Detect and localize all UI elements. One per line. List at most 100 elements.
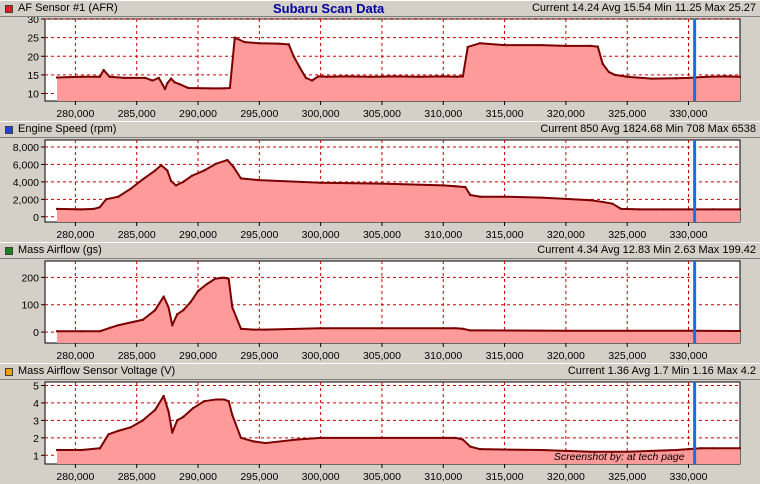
data-point [203, 169, 206, 172]
data-point [461, 327, 464, 330]
y-tick-label: 4,000 [13, 177, 39, 189]
plot-area[interactable]: 0 2,000 4,000 6,000 8,000 280,000 285,000 290,0… [0, 138, 760, 242]
x-tick-label: 295,000 [240, 350, 278, 362]
x-tick-label: 290,000 [179, 229, 217, 241]
data-point [724, 75, 727, 78]
x-tick-label: 315,000 [486, 350, 524, 362]
x-tick-label: 285,000 [118, 229, 156, 241]
x-tick-label: 290,000 [179, 350, 217, 362]
x-tick-label: 320,000 [547, 229, 585, 241]
x-tick-label: 300,000 [302, 471, 340, 483]
data-point [596, 45, 599, 48]
data-point [739, 329, 741, 332]
data-point [162, 394, 165, 397]
data-point [178, 83, 181, 86]
y-tick-label: 100 [21, 300, 39, 312]
y-tick-label: 20 [27, 51, 39, 63]
y-tick-label: 0 [33, 327, 39, 339]
data-point [157, 76, 160, 79]
plot-area[interactable]: 10 15 20 25 30 280,000 285,000 290,000 295,000 30… [0, 17, 760, 121]
data-point [705, 75, 708, 78]
data-point [108, 75, 111, 78]
data-point [129, 321, 132, 324]
data-point [222, 398, 225, 401]
data-point [105, 198, 108, 201]
data-point [393, 75, 396, 78]
panel-header: Engine Speed (rpm) Current 850 Avg 1824.… [0, 121, 760, 138]
data-point [123, 76, 126, 79]
x-tick-label: 300,000 [302, 229, 340, 241]
data-point [190, 174, 193, 177]
data-point [479, 448, 482, 451]
data-point [239, 436, 242, 439]
data-point [252, 328, 255, 331]
data-point [102, 69, 105, 72]
data-point [174, 184, 177, 187]
data-point [144, 76, 147, 79]
y-tick-label: 2 [33, 433, 39, 445]
data-point [189, 301, 192, 303]
x-tick-label: 295,000 [240, 108, 278, 120]
x-tick-label: 280,000 [56, 229, 94, 241]
data-point [187, 86, 190, 89]
x-tick-label: 330,000 [670, 108, 708, 120]
panel-maf-voltage: Mass Airflow Sensor Voltage (V) Current … [0, 363, 760, 484]
data-point [56, 330, 58, 333]
series-color-swatch [5, 126, 13, 134]
data-point [601, 62, 604, 65]
data-point [739, 447, 741, 450]
data-point [589, 44, 592, 47]
data-point [589, 450, 592, 453]
data-point [380, 182, 383, 185]
data-point [479, 195, 482, 198]
data-point [638, 208, 641, 211]
data-point [540, 196, 543, 199]
data-point [325, 75, 328, 78]
data-point [129, 187, 132, 190]
chart-title: Subaru Scan Data [273, 1, 385, 16]
data-point [108, 326, 111, 329]
panel-header: Mass Airflow (gs) Current 4.34 Avg 12.83… [0, 242, 760, 259]
data-point [276, 42, 279, 45]
y-tick-label: 8,000 [13, 142, 39, 154]
x-tick-label: 290,000 [179, 108, 217, 120]
data-point [626, 329, 629, 332]
x-tick-label: 330,000 [670, 229, 708, 241]
data-point [461, 75, 464, 78]
data-point [205, 283, 208, 286]
data-point [258, 42, 261, 45]
y-tick-label: 5 [33, 380, 39, 392]
data-point [311, 79, 314, 82]
x-tick-label: 310,000 [424, 471, 462, 483]
series-line [56, 159, 740, 211]
data-point [564, 329, 567, 332]
data-point [182, 180, 185, 183]
x-tick-label: 330,000 [670, 350, 708, 362]
y-tick-label: 15 [27, 70, 39, 82]
series-color-swatch [5, 247, 13, 255]
data-point [182, 309, 185, 312]
data-point [442, 327, 445, 330]
panel-af-sensor: AF Sensor #1 (AFR) Subaru Scan Data Curr… [0, 0, 760, 121]
data-point [80, 75, 83, 78]
y-tick-label: 3 [33, 415, 39, 427]
x-tick-label: 305,000 [363, 350, 401, 362]
data-point [227, 400, 230, 403]
data-point [162, 295, 165, 298]
y-tick-label: 4 [33, 398, 39, 410]
panel-header: Mass Airflow Sensor Voltage (V) Current … [0, 363, 760, 380]
panel-stats: Current 1.36 Avg 1.7 Min 1.16 Max 4.2 [567, 365, 756, 377]
panel-header: AF Sensor #1 (AFR) Subaru Scan Data Curr… [0, 0, 760, 17]
data-point [160, 164, 163, 167]
data-point [228, 86, 231, 89]
series-color-swatch [5, 5, 13, 13]
data-point [171, 431, 174, 434]
data-point [292, 55, 295, 58]
plot-area[interactable]: 0 100 200 280,000 285,000 290,000 295,000 300,0… [0, 259, 760, 363]
data-point [56, 449, 58, 452]
data-point [564, 449, 567, 452]
plot-area[interactable]: 1 2 3 4 5 280,000 285,000 290,000 295,000 300,000… [0, 380, 760, 484]
data-point [589, 199, 592, 202]
y-tick-label: 6,000 [13, 159, 39, 171]
